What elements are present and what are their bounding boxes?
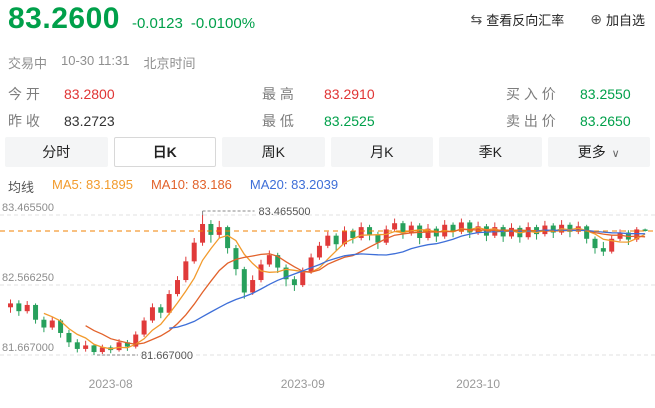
ma-legend: 均线 MA5: 83.1895 MA10: 83.186 MA20: 83.20… xyxy=(8,177,338,196)
svg-text:81.667000: 81.667000 xyxy=(2,342,54,354)
stat-high-value: 83.2910 xyxy=(324,85,375,102)
price-header: 83.2600 -0.0123 -0.0100% xyxy=(8,2,255,36)
stat-low-value: 83.2525 xyxy=(324,112,375,129)
svg-text:81.667000: 81.667000 xyxy=(141,350,193,362)
change-value: -0.0123 xyxy=(131,15,183,32)
stat-prev-close: 昨 收 83.2723 xyxy=(8,107,262,134)
svg-text:83.465500: 83.465500 xyxy=(2,202,54,214)
svg-text:2023-08: 2023-08 xyxy=(89,377,133,391)
trading-status: 交易中 xyxy=(8,56,48,71)
swap-arrows-icon: ⇆ xyxy=(470,11,483,27)
stat-ask-label: 卖 出 价 xyxy=(506,112,556,129)
tab-daily-k[interactable]: 日K xyxy=(113,137,216,167)
chart-period-tabs: 分时 日K 周K 月K 季K 更多 ∨ xyxy=(5,137,650,167)
stat-ask-value: 83.2650 xyxy=(580,112,631,129)
ma10-value: MA10: 83.186 xyxy=(150,177,232,192)
tab-more-label: 更多 xyxy=(577,144,606,160)
quote-stats: 今 开 83.2800 最 高 83.2910 买 入 价 83.2550 昨 … xyxy=(8,80,648,134)
reverse-rate-link[interactable]: ⇆ 查看反向汇率 xyxy=(471,10,565,29)
reverse-rate-label: 查看反向汇率 xyxy=(486,13,565,28)
tab-monthly-k[interactable]: 月K xyxy=(330,137,433,167)
svg-text:2023-10: 2023-10 xyxy=(456,377,500,391)
stat-high-label: 最 高 xyxy=(262,85,294,102)
stat-low-label: 最 低 xyxy=(262,112,294,129)
stat-bid-label: 买 入 价 xyxy=(506,85,556,102)
add-watchlist-label: 加自选 xyxy=(605,13,645,28)
change-percent: -0.0100% xyxy=(190,15,256,32)
ma-legend-title: 均线 xyxy=(8,180,35,195)
timezone-label: 北京时间 xyxy=(143,56,196,71)
price-change: -0.0123 -0.0100% xyxy=(132,15,255,32)
stat-low: 最 低 83.2525 xyxy=(262,107,506,134)
stat-high: 最 高 83.2910 xyxy=(262,80,506,107)
svg-text:82.566250: 82.566250 xyxy=(2,272,54,284)
header-actions: ⇆ 查看反向汇率 ⊕ 加自选 xyxy=(471,10,646,29)
market-status-row: 交易中 10-30 11:31 北京时间 xyxy=(8,53,195,72)
svg-text:83.465500: 83.465500 xyxy=(259,206,311,218)
stat-prev-close-value: 83.2723 xyxy=(64,112,115,129)
stat-open-value: 83.2800 xyxy=(64,85,115,102)
add-watchlist-button[interactable]: ⊕ 加自选 xyxy=(590,10,645,29)
stat-ask: 卖 出 价 83.2650 xyxy=(506,107,648,134)
stat-open: 今 开 83.2800 xyxy=(8,80,262,107)
tab-more[interactable]: 更多 ∨ xyxy=(547,137,650,167)
stat-prev-close-label: 昨 收 xyxy=(8,112,40,129)
stat-open-label: 今 开 xyxy=(8,85,40,102)
svg-text:2023-09: 2023-09 xyxy=(281,377,325,391)
quote-time: 10-30 11:31 xyxy=(61,53,130,68)
stat-bid-value: 83.2550 xyxy=(580,85,631,102)
tab-time-share[interactable]: 分时 xyxy=(5,137,108,167)
tab-weekly-k[interactable]: 周K xyxy=(222,137,325,167)
chevron-down-icon: ∨ xyxy=(611,148,620,160)
stat-bid: 买 入 价 83.2550 xyxy=(506,80,648,107)
tab-quarterly-k[interactable]: 季K xyxy=(439,137,542,167)
ma20-value: MA20: 83.2039 xyxy=(249,177,339,192)
plus-circle-icon: ⊕ xyxy=(590,11,602,27)
current-price: 83.2600 xyxy=(8,2,120,35)
ma5-value: MA5: 83.1895 xyxy=(52,177,133,192)
kline-chart[interactable]: 83.465500 82.566250 81.667000 83.465500 81.6… xyxy=(0,196,655,408)
